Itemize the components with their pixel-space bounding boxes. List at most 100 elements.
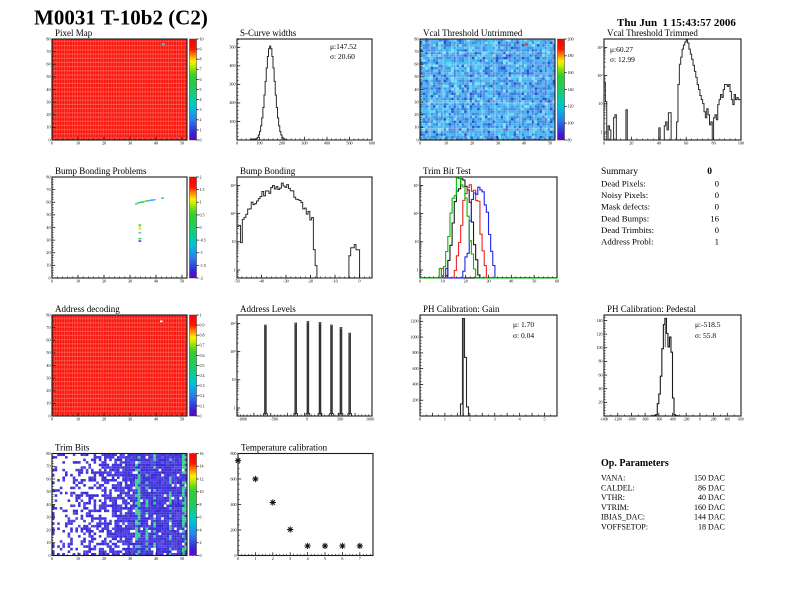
svg-text:3: 3 [200,107,202,112]
svg-text:VTRIM:: VTRIM: [601,503,629,512]
svg-text:200: 200 [279,140,285,145]
svg-text:Noisy Pixels:: Noisy Pixels: [601,190,648,200]
svg-text:0: 0 [200,225,202,230]
svg-text:50: 50 [46,350,50,355]
svg-text:0: 0 [419,416,421,421]
svg-text:30: 30 [46,515,50,520]
svg-text:400: 400 [324,140,330,145]
svg-text:0.4: 0.4 [200,373,205,378]
svg-text:50: 50 [180,278,184,283]
svg-text:6: 6 [200,77,202,82]
svg-text:70: 70 [46,49,50,54]
svg-text:Trim Bits: Trim Bits [55,443,90,453]
svg-text:100: 100 [597,345,603,350]
svg-text:0.6: 0.6 [200,353,205,358]
svg-text:-500: -500 [270,416,277,421]
svg-text:160: 160 [568,70,574,75]
svg-text:0: 0 [200,137,202,142]
svg-text:10: 10 [200,489,204,494]
svg-text:-1200: -1200 [614,417,623,421]
svg-text:10²: 10² [230,349,236,354]
svg-text:30: 30 [128,416,132,421]
svg-text:0.2: 0.2 [200,393,205,398]
svg-text:20: 20 [46,388,50,393]
svg-text:DAC: DAC [708,474,725,483]
svg-text:Mask defects:: Mask defects: [601,202,650,212]
svg-text:40: 40 [46,87,50,92]
svg-text:30: 30 [46,375,50,380]
svg-text:30: 30 [486,278,490,283]
svg-text:80: 80 [568,137,572,142]
svg-text:60: 60 [599,372,603,377]
svg-text:-50: -50 [234,278,239,283]
svg-text:40: 40 [154,556,158,561]
svg-text:200: 200 [568,36,574,41]
svg-text:50: 50 [414,74,418,79]
svg-text:0: 0 [419,278,421,283]
svg-text:0: 0 [715,202,720,212]
svg-text:50: 50 [180,140,184,145]
svg-text:0: 0 [699,417,701,421]
svg-text:10³: 10³ [597,45,603,50]
svg-text:1: 1 [233,267,235,272]
svg-text:140: 140 [568,87,574,92]
svg-text:10: 10 [46,540,50,545]
svg-text:60: 60 [46,200,50,205]
svg-text:80: 80 [46,36,50,41]
svg-text:DAC: DAC [708,493,725,502]
svg-text:5: 5 [543,416,545,421]
svg-text:1: 1 [715,237,719,247]
svg-text:0.8: 0.8 [200,333,205,338]
svg-text:2: 2 [469,416,471,421]
svg-text:100: 100 [568,121,574,126]
svg-text:7: 7 [359,556,361,561]
svg-text:1: 1 [233,405,235,410]
svg-text:40: 40 [154,278,158,283]
svg-text:-400: -400 [669,417,676,421]
svg-text:10: 10 [231,239,235,244]
svg-text:10: 10 [444,140,448,145]
svg-text:0: 0 [715,225,720,235]
svg-text:CALDEL:: CALDEL: [601,483,635,492]
svg-text:100: 100 [738,140,744,145]
svg-text:80: 80 [46,312,50,317]
svg-text:0.5: 0.5 [200,212,205,217]
svg-text:200: 200 [711,417,717,421]
svg-text:Dead Pixels:: Dead Pixels: [601,179,646,189]
svg-text:40: 40 [698,493,706,502]
svg-text:10: 10 [441,278,445,283]
svg-text:0: 0 [51,416,53,421]
svg-text:4: 4 [307,556,309,561]
svg-text:2: 2 [200,117,202,122]
svg-text:8: 8 [200,502,202,507]
svg-text:14: 14 [200,464,204,469]
svg-text:0: 0 [48,275,50,280]
svg-text:5: 5 [324,556,326,561]
svg-text:1: 1 [200,127,202,132]
svg-text:120: 120 [568,104,574,109]
svg-text:σ: 20.60: σ: 20.60 [330,52,355,61]
svg-text:DAC: DAC [708,503,725,512]
svg-text:VOFFSETOP:: VOFFSETOP: [601,523,648,532]
svg-text:30: 30 [414,99,418,104]
svg-text:200: 200 [413,398,419,403]
svg-text:10²: 10² [597,73,603,78]
svg-text:40: 40 [522,140,526,145]
svg-text:30: 30 [496,140,500,145]
svg-text:150: 150 [694,474,706,483]
svg-text:DAC: DAC [708,483,725,492]
svg-text:3: 3 [289,556,291,561]
svg-text:20: 20 [102,556,106,561]
svg-text:144: 144 [694,513,706,522]
svg-text:20: 20 [470,140,474,145]
svg-text:20: 20 [102,278,106,283]
svg-text:60: 60 [684,140,688,145]
svg-text:40: 40 [509,278,513,283]
svg-text:160: 160 [694,503,706,512]
svg-text:200: 200 [229,100,235,105]
svg-text:20: 20 [102,140,106,145]
svg-text:2: 2 [200,174,202,179]
svg-text:600: 600 [231,476,237,481]
svg-text:-200: -200 [683,417,690,421]
svg-text:10: 10 [76,278,80,283]
